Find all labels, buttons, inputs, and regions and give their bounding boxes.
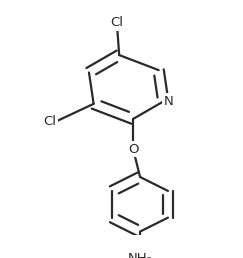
Text: Cl: Cl [43,115,56,128]
Text: Cl: Cl [110,16,123,29]
Text: NH₂: NH₂ [128,252,153,258]
Text: O: O [128,143,138,156]
Text: N: N [163,95,173,108]
